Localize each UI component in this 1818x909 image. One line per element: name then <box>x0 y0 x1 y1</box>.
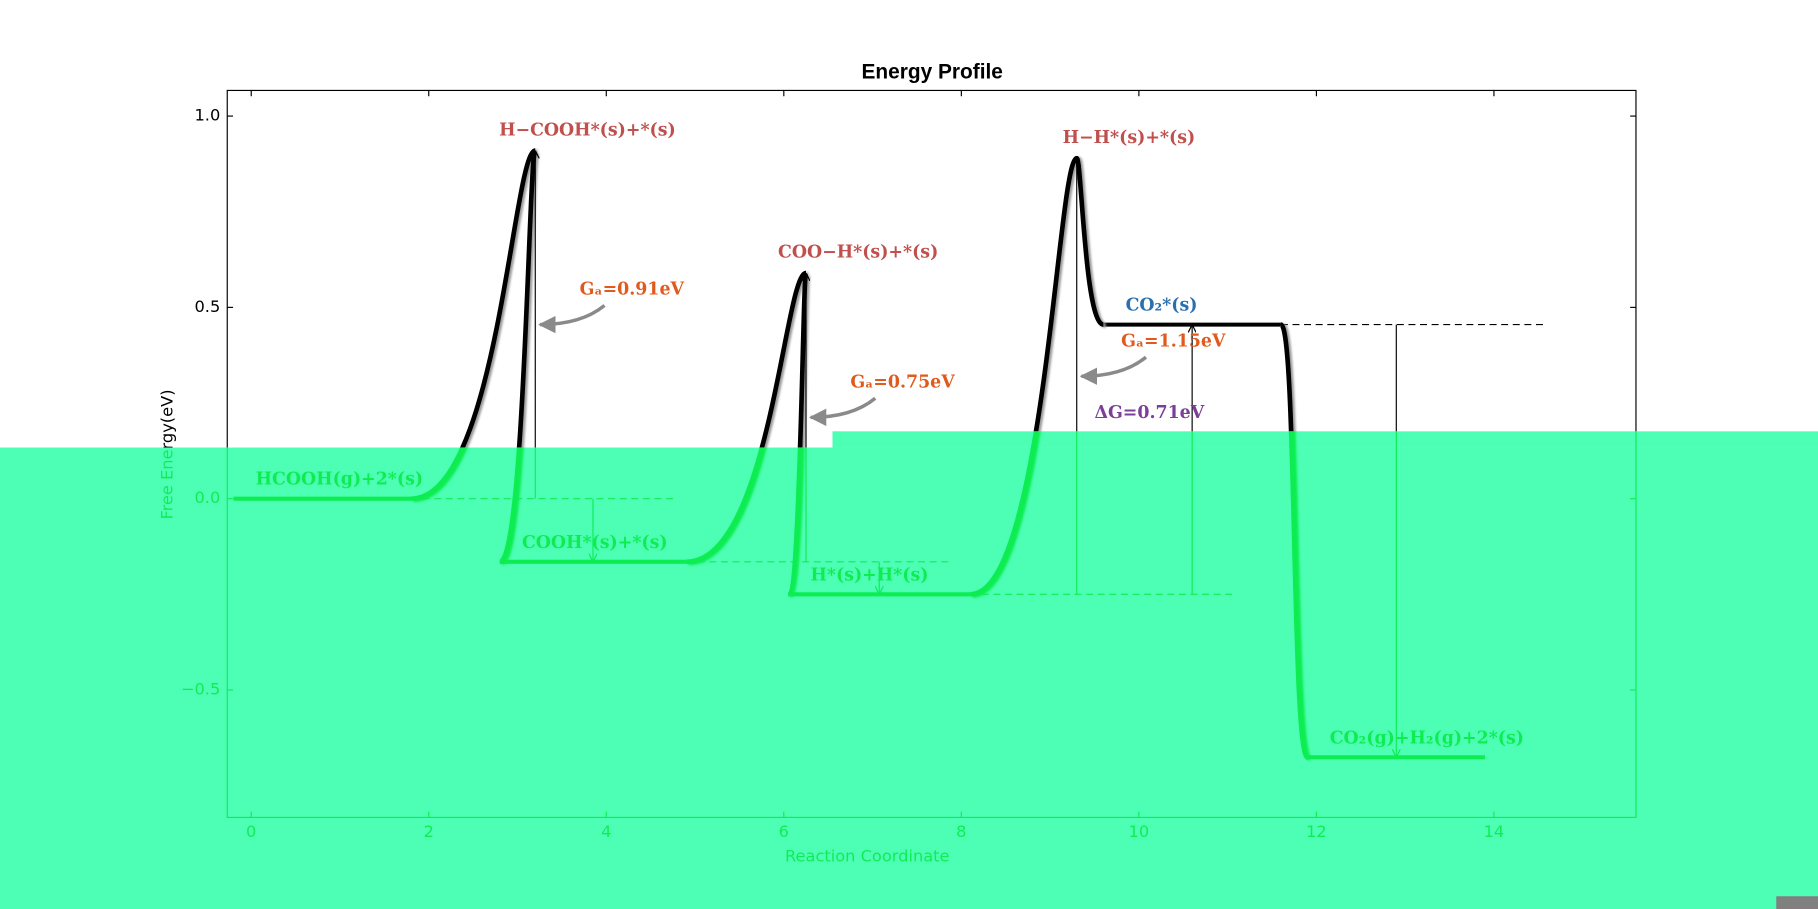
barrier-pointer <box>538 304 606 334</box>
transition-label: COO−H*(s)+*(s) <box>778 243 938 263</box>
overlay-panel <box>0 447 1818 909</box>
y-tick-label: 0.5 <box>194 297 220 316</box>
barrier-pointer <box>1079 355 1148 385</box>
barrier-label: Gₐ=0.91eV <box>580 280 685 300</box>
barrier-pointer <box>808 396 877 427</box>
chart-title: Energy Profile <box>861 61 1002 84</box>
transition-label: H−COOH*(s)+*(s) <box>499 120 676 140</box>
barrier-label: Gₐ=1.15eV <box>1121 331 1226 351</box>
barrier-label: Gₐ=0.75eV <box>850 372 955 392</box>
transition-label: H−H*(s)+*(s) <box>1063 128 1196 148</box>
state-label: CO₂*(s) <box>1126 296 1198 316</box>
y-tick-label: 1.0 <box>194 106 220 125</box>
overlay-panel <box>832 431 1818 448</box>
delta-g-label: ΔG=0.71eV <box>1094 403 1204 423</box>
corner-widget <box>1776 896 1818 909</box>
